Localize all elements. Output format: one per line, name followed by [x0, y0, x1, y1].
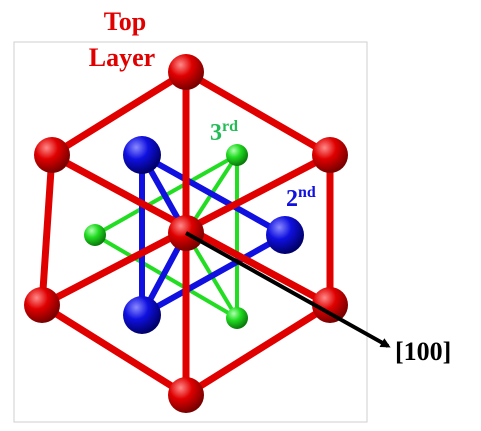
direction-arrow: [185, 231, 391, 348]
layer-label: Layer: [89, 43, 155, 72]
third-main: 3: [210, 120, 222, 146]
third-layer-atoms: [84, 144, 248, 329]
second-sup: nd: [298, 184, 316, 201]
third-sup: rd: [222, 118, 238, 135]
direction-label: [100]: [395, 337, 451, 366]
second-main: 2: [286, 186, 298, 212]
third-label: 3rd: [210, 118, 238, 146]
frame: [13, 41, 368, 423]
top-layer-atoms: [24, 54, 348, 413]
second-label: 2nd: [286, 184, 316, 212]
second-layer-bonds: [139, 149, 292, 321]
second-layer-atoms: [123, 136, 304, 334]
top-label: Top: [104, 7, 146, 36]
